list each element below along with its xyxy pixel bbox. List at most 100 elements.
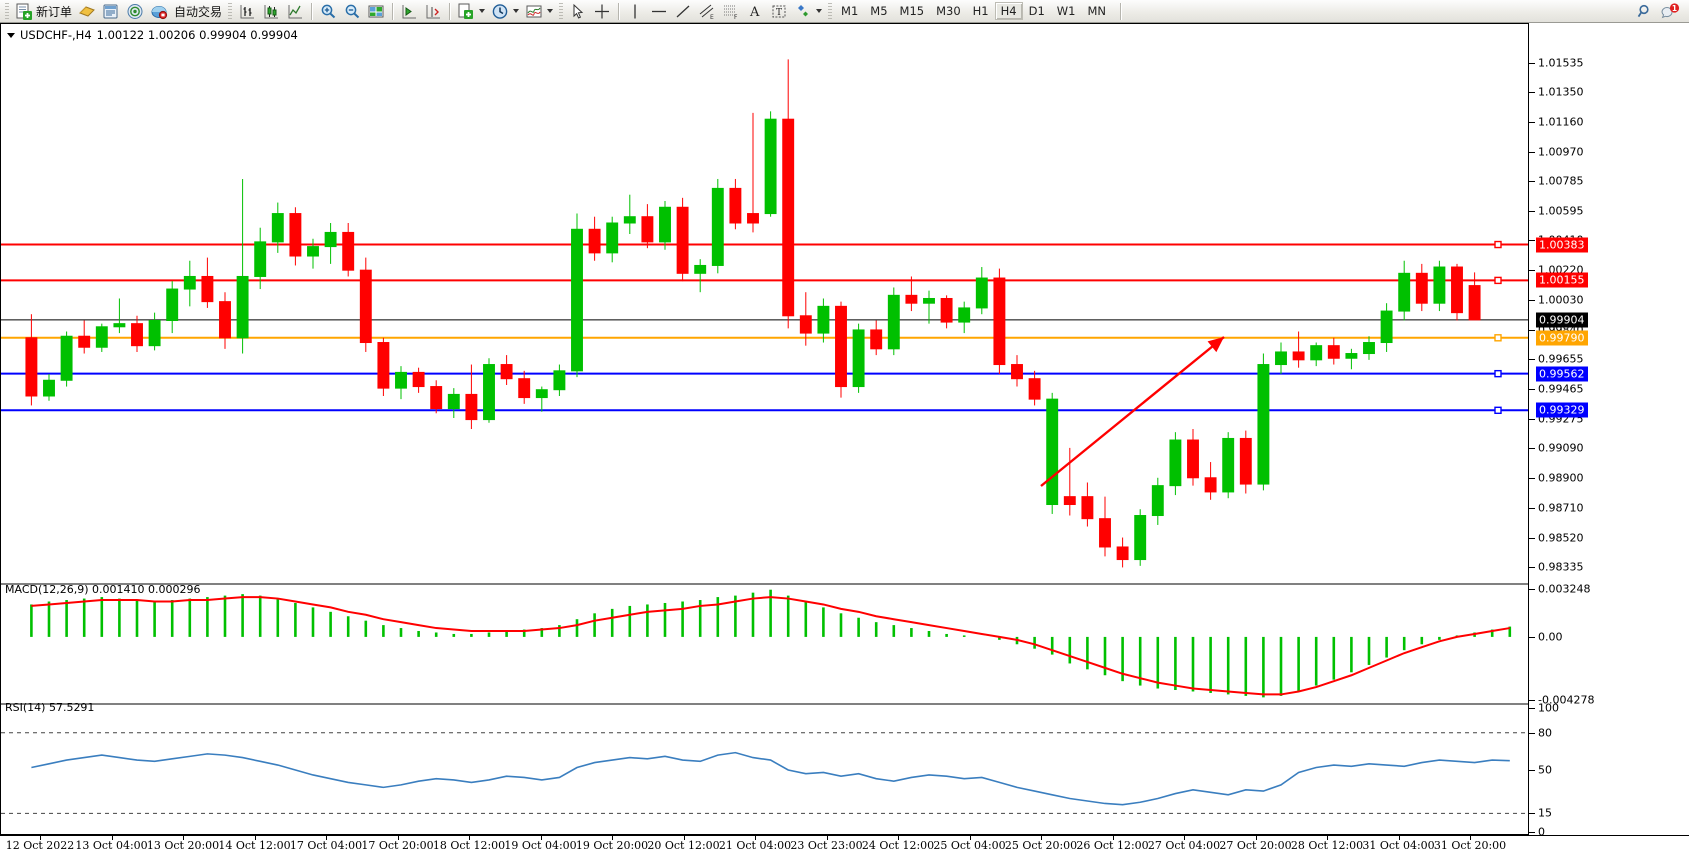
timeframe-m1[interactable]: M1 [841, 4, 859, 18]
candle [342, 222, 355, 277]
timeframe-group: M1 M5 M15 M30 H1 H4 D1 W1 MN [835, 2, 1112, 20]
trend-arrow[interactable] [1040, 336, 1225, 487]
price-tick [1529, 300, 1535, 302]
trendline-button[interactable] [671, 1, 695, 22]
periodicity-dropdown-icon[interactable] [513, 9, 520, 13]
line-handle[interactable] [1494, 406, 1502, 415]
auto-trading-button[interactable]: 自动交易 [171, 1, 225, 22]
timeframe-mn[interactable]: MN [1087, 4, 1106, 18]
rsi-tick-label: 50 [1538, 763, 1552, 777]
autoscroll-button[interactable] [421, 1, 445, 22]
candle [1134, 509, 1147, 566]
rsi-tick [1529, 732, 1535, 734]
text-button[interactable]: A [743, 1, 767, 22]
price-tick [1529, 240, 1535, 242]
drawings-button[interactable] [791, 1, 825, 22]
label-button[interactable]: T [767, 1, 791, 22]
time-tick [1184, 836, 1185, 840]
line-chart-button[interactable] [283, 1, 307, 22]
rsi-indicator [1, 732, 1528, 814]
timeframe-d1[interactable]: D1 [1028, 4, 1045, 18]
candle [183, 260, 196, 307]
hline-button[interactable] [647, 1, 671, 22]
line-handle[interactable] [1494, 369, 1502, 378]
time-tick-label: 25 Oct 04:00 [933, 839, 1006, 852]
timeframe-m30[interactable]: M30 [936, 4, 961, 18]
price-tick-label: 0.98335 [1538, 560, 1584, 574]
candlestick-chart-button[interactable] [259, 1, 283, 22]
new-chart-dropdown-icon[interactable] [479, 9, 486, 13]
toolbar-grip[interactable] [5, 2, 9, 20]
indicators-dropdown-icon[interactable] [547, 9, 554, 13]
new-chart-button[interactable] [454, 1, 488, 22]
timeframe-h4[interactable]: H4 [994, 2, 1023, 20]
price-label-0.99904[interactable]: 0.99904 [1536, 312, 1588, 328]
candle [940, 295, 953, 329]
market-button[interactable] [147, 1, 171, 22]
zoom-in-button[interactable] [316, 1, 340, 22]
candle [1292, 331, 1305, 368]
time-tick [183, 836, 184, 840]
data-window-button[interactable] [99, 1, 123, 22]
line-handle[interactable] [1494, 240, 1502, 249]
alert-button[interactable]: 1 [1657, 1, 1683, 22]
periodicity-button[interactable] [488, 1, 522, 22]
indicators-button[interactable] [522, 1, 556, 22]
price-label-0.99790[interactable]: 0.99790 [1536, 330, 1588, 346]
equidistant-channel-button[interactable]: E [695, 1, 719, 22]
toolbar-grip-2[interactable] [228, 2, 233, 20]
price-axis[interactable]: 1.01535 1.01350 1.01160 1.00970 1.00785 1.005… [1529, 23, 1689, 839]
candle [219, 292, 231, 349]
price-label-1.00383[interactable]: 1.00383 [1536, 237, 1588, 253]
timeframe-h1[interactable]: H1 [972, 4, 989, 18]
price-tick [1529, 566, 1535, 568]
chart-menu-caret-icon[interactable] [7, 32, 15, 38]
candle [113, 298, 126, 334]
line-handle[interactable] [1494, 334, 1502, 342]
vline-icon [626, 3, 644, 20]
price-tick [1529, 507, 1535, 509]
drawings-dropdown-icon[interactable] [816, 9, 823, 13]
candle [500, 355, 513, 385]
candle [1415, 263, 1428, 312]
line-handle[interactable] [1494, 276, 1502, 285]
candle [1327, 337, 1340, 365]
bar-chart-button[interactable] [235, 1, 259, 22]
timeframe-m15[interactable]: M15 [899, 4, 925, 18]
zoom-out-button[interactable] [340, 1, 364, 22]
templates-button[interactable] [364, 1, 388, 22]
time-tick [826, 836, 828, 840]
time-tick [326, 836, 327, 840]
signals-button[interactable] [123, 1, 147, 22]
time-tick-label: 27 Oct 04:00 [1147, 839, 1221, 852]
toolbar-grip-4[interactable] [828, 2, 833, 20]
price-plot-area[interactable]: USDCHF-,H4 1.00122 1.00206 0.99904 0.999… [0, 23, 1529, 835]
new-order-button[interactable]: 新订单 [12, 1, 75, 22]
cursor-button[interactable] [566, 1, 590, 22]
search-button[interactable] [1633, 1, 1657, 22]
fibonacci-button[interactable]: F [719, 1, 743, 22]
candle [588, 216, 601, 261]
rsi-tick-label: 80 [1538, 726, 1552, 740]
crosshair-button[interactable] [590, 1, 614, 22]
chart-container[interactable]: USDCHF-,H4 1.00122 1.00206 0.99904 0.999… [0, 23, 1689, 859]
time-tick [1041, 836, 1042, 840]
timeframe-w1[interactable]: W1 [1056, 4, 1076, 18]
vline-button[interactable] [623, 1, 647, 22]
candle [25, 314, 38, 406]
price-label-1.00155[interactable]: 1.00155 [1536, 272, 1588, 288]
time-tick [1112, 836, 1114, 840]
chart-shift-button[interactable] [397, 1, 421, 22]
time-tick [40, 836, 41, 840]
toolbar-separator-4 [618, 2, 620, 20]
candle [975, 267, 988, 315]
signals-icon [126, 3, 144, 20]
price-label-0.99329[interactable]: 0.99329 [1536, 402, 1588, 418]
line-chart-icon [286, 3, 304, 20]
time-tick-label: 24 Oct 12:00 [861, 839, 935, 852]
timeframe-m5[interactable]: M5 [870, 4, 888, 18]
expert-advisors-button[interactable] [75, 1, 99, 22]
chart-symbol-label: USDCHF-,H4 [20, 28, 92, 42]
toolbar-grip-3[interactable] [559, 2, 564, 20]
price-label-0.99562[interactable]: 0.99562 [1536, 366, 1588, 382]
